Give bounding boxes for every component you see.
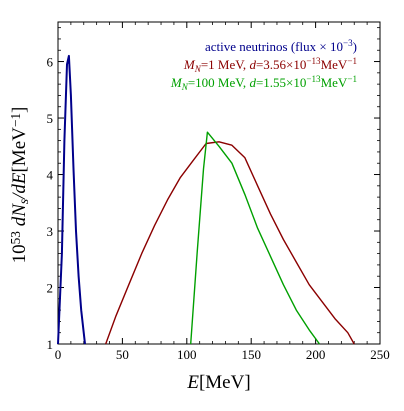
y-tick-label: 3 [47,224,54,239]
label-part: −3 [343,38,353,48]
label-part: =1 MeV, [201,57,250,72]
label-part: [MeV] [199,372,251,393]
series-lines [57,54,355,345]
legend: active neutrinos (flux × 10−3) MN=1 MeV, … [170,38,357,92]
label-part: ] [9,107,30,113]
label-part: −1 [347,74,357,84]
label-part: d [249,75,256,90]
y-tick-label: 4 [47,168,54,183]
x-axis-title: E[MeV] [186,372,250,393]
series-line-2 [105,141,355,345]
label-part: N [194,64,202,74]
label-part: /dE [9,172,30,200]
y-tick-label: 5 [47,111,54,126]
y-tick-label: 1 [47,337,54,352]
label-part: [MeV [9,127,30,173]
x-tick-label: 100 [177,347,197,362]
label-part: 53 [8,231,23,245]
series-line-1 [57,54,86,345]
label-part: active neutrinos (flux × 10 [205,39,343,54]
label-part: M [170,75,183,90]
label-part: MeV [321,75,348,90]
y-axis-title: 1053 dNs/dE[MeV−1] [8,107,31,264]
label-part: =1.55×10 [256,75,306,90]
series-line-3 [190,131,321,345]
label-part: =100 MeV, [188,75,250,90]
label-part: −1 [8,113,23,127]
axis-ticks: 0 50 100 150 200 250 1 2 3 4 5 6 [47,22,390,362]
x-tick-label: 150 [241,347,261,362]
legend-entry-2: MN=1 MeV, d=3.56×10−13MeV−1 [183,56,357,74]
label-part: −1 [347,56,357,66]
legend-entry-3: MN=100 MeV, d=1.55×10−13MeV−1 [170,74,357,92]
plot-frame [57,21,381,345]
x-tick-label: 50 [116,347,129,362]
x-tick-label: 200 [306,347,326,362]
label-part: −13 [306,74,321,84]
legend-entry-1: active neutrinos (flux × 10−3) [205,38,357,54]
label-part: =3.56×10 [256,57,306,72]
label-part: M [183,57,196,72]
label-part: dN [9,203,30,231]
label-part: MeV [321,57,348,72]
y-tick-label: 2 [47,281,54,296]
label-part: N [181,82,189,92]
y-tick-label: 6 [47,55,54,70]
label-part: E [186,372,199,393]
x-tick-label: 250 [370,347,390,362]
label-part: −13 [306,56,321,66]
label-part: ) [353,39,357,54]
label-part: 10 [9,244,30,263]
x-tick-label: 0 [55,347,62,362]
label-part: d [249,57,256,72]
label-part: s [16,199,31,204]
